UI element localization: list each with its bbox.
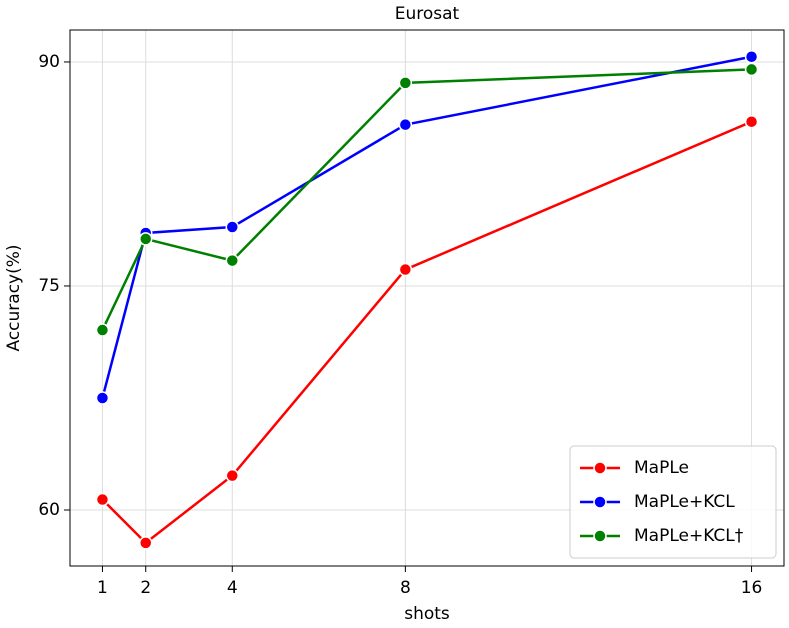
- data-point: [744, 114, 759, 129]
- x-tick-label: 2: [140, 578, 151, 598]
- data-point: [138, 536, 153, 550]
- data-point: [225, 468, 240, 483]
- series-line: [101, 68, 752, 331]
- x-tick-label: 4: [227, 578, 238, 598]
- legend-label: MaPLe+KCL†: [634, 526, 744, 546]
- x-axis-label: shots: [404, 604, 450, 624]
- data-point: [398, 76, 413, 90]
- y-tick-label: 90: [38, 52, 60, 72]
- x-tick-label: 1: [97, 578, 108, 598]
- y-tick-label: 75: [38, 276, 60, 296]
- legend-label: MaPLe+KCL: [634, 492, 735, 512]
- data-point: [95, 492, 110, 507]
- data-point: [744, 62, 759, 77]
- data-point: [95, 323, 110, 337]
- data-point: [744, 49, 759, 64]
- legend: MaPLe MaPLe+KCL MaPLe+KCL†: [569, 445, 777, 559]
- x-tick-label: 8: [400, 578, 411, 598]
- data-point: [225, 220, 240, 234]
- legend-marker: [593, 495, 607, 509]
- data-point: [138, 232, 153, 246]
- legend-label: MaPLe: [634, 458, 689, 478]
- data-point: [95, 391, 110, 405]
- data-point: [398, 262, 413, 277]
- x-tick-label: 16: [741, 578, 763, 598]
- legend-marker: [593, 461, 607, 475]
- data-point: [225, 253, 240, 268]
- y-axis-label: Accuracy(%): [4, 244, 24, 351]
- plot-frame: [69, 29, 785, 567]
- legend-marker: [593, 529, 607, 543]
- legend-box: [569, 445, 777, 559]
- y-tick-label: 60: [38, 500, 60, 520]
- series-line: [101, 55, 752, 399]
- data-point: [398, 117, 413, 132]
- chart-title: Eurosat: [395, 4, 460, 24]
